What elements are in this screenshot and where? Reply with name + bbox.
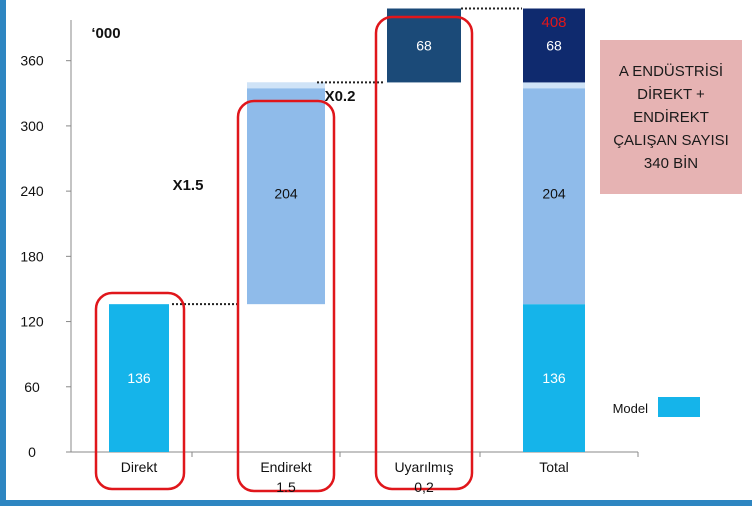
bar-highlight	[247, 82, 325, 89]
category-label: Endirekt	[260, 459, 311, 475]
highlight-ring	[94, 291, 186, 491]
bar-segment	[109, 304, 169, 452]
bar-highlight	[523, 82, 585, 89]
bar-value-label: 204	[274, 185, 298, 201]
callout-line: DİREKT +	[637, 85, 705, 103]
bar-segment	[523, 82, 585, 305]
total-value-label: 408	[541, 14, 566, 31]
legend-swatch	[658, 397, 700, 417]
callout-box: A ENDÜSTRİSİ DİREKT + ENDİREKT ÇALIŞAN S…	[600, 40, 742, 194]
multiplier-label: X0.2	[325, 88, 356, 105]
bar-segment	[247, 82, 325, 305]
bar-segment	[523, 8, 585, 83]
category-label: Uyarılmış	[394, 459, 453, 475]
callout-line: 340 BİN	[643, 154, 699, 172]
y-tick-label: 240	[20, 183, 44, 199]
legend-label: Model	[613, 401, 649, 416]
unit-label: ‘000	[91, 25, 120, 42]
bar-segment	[523, 304, 585, 452]
bar-value-label: 68	[416, 37, 432, 53]
y-tick-label: 180	[20, 248, 44, 264]
y-tick-label: 300	[20, 118, 44, 134]
multiplier-label: X1.5	[173, 177, 204, 194]
category-label: Direkt	[121, 459, 158, 475]
callout-line: A ENDÜSTRİSİ	[618, 62, 724, 80]
bar-value-label: 204	[542, 185, 566, 201]
highlight-ring	[236, 99, 336, 493]
bar-value-label: 136	[542, 370, 566, 386]
bar-segment	[387, 8, 461, 83]
callout-line: ÇALIŞAN SAYISI	[613, 131, 729, 149]
category-label: 1.5	[276, 479, 296, 495]
bar-value-label: 68	[546, 37, 562, 53]
category-label: 0,2	[414, 479, 434, 495]
y-tick-label: 60	[24, 379, 40, 395]
y-tick-label: 0	[28, 444, 36, 460]
highlight-ring	[374, 15, 474, 491]
y-tick-label: 120	[20, 314, 44, 330]
y-tick-label: 360	[20, 53, 44, 69]
bar-value-label: 136	[127, 370, 151, 386]
category-label: Total	[539, 459, 569, 475]
callout-line: ENDİREKT	[633, 108, 709, 126]
waterfall-chart: 0 60 120 180 240 300 360 ‘000 136 204 68 136 204 68 40…	[20, 7, 700, 495]
